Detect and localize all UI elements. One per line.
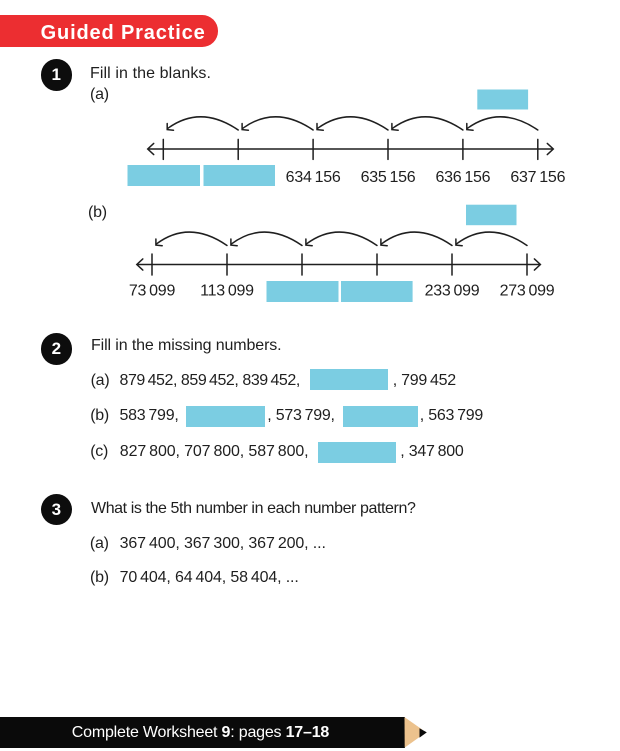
svg-text:113 099: 113 099 [200, 283, 254, 300]
svg-text:273 099: 273 099 [500, 283, 555, 300]
svg-text:637 156: 637 156 [510, 169, 565, 186]
svg-text:635 156: 635 156 [361, 169, 416, 186]
svg-text:73 099: 73 099 [129, 283, 176, 300]
svg-text:636 156: 636 156 [435, 169, 490, 186]
svg-text:233 099: 233 099 [425, 283, 480, 300]
svg-text:634 156: 634 156 [286, 169, 341, 186]
